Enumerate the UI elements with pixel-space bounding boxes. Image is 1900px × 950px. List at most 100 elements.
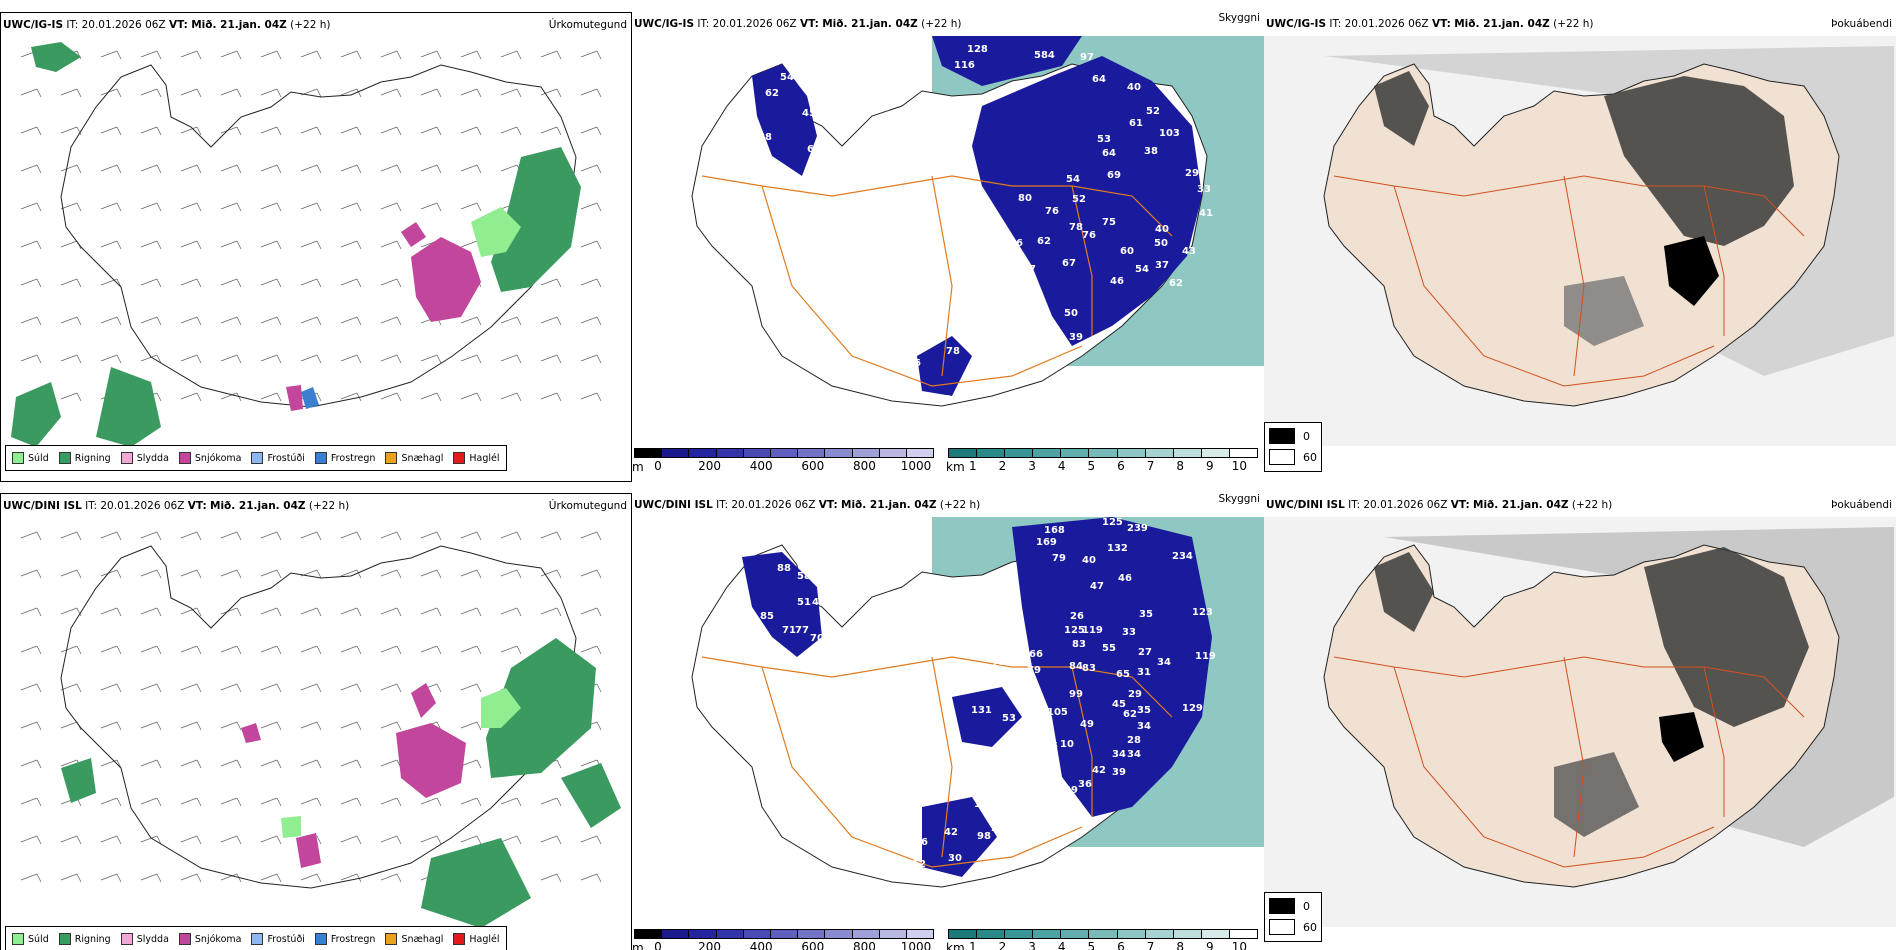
visibility-value-label: 79 [1027, 665, 1041, 676]
wind-barb [20, 316, 38, 324]
wind-barb-flag [516, 645, 522, 655]
wind-barb [260, 607, 278, 615]
wind-barb-flag [356, 721, 362, 731]
precip-legend-swatch [58, 452, 71, 464]
precip-legend-label: Snæhagl [401, 452, 444, 464]
wind-barb-flag [276, 721, 282, 731]
visibility-value-label: 46 [1110, 276, 1124, 287]
wind-barb [460, 531, 478, 539]
wind-barb [20, 873, 38, 881]
low-cloud-east [1012, 517, 1212, 817]
visibility-value-label: 64 [1102, 148, 1116, 159]
precip-legend: Súld Rigning Slydda Snjókoma Frostúði Frostre… [5, 926, 507, 950]
wind-barb-flag [516, 797, 522, 807]
visibility-value-label: 42 [1092, 765, 1106, 776]
precip-legend-item: Snæhagl [385, 452, 443, 464]
visibility-colorbar-tick: 5 [1087, 940, 1096, 950]
wind-barb [100, 240, 118, 248]
visibility-panel-row1: UWC/IG-IS IT: 20.01.2026 06Z VT: Mið. 21… [632, 12, 1264, 482]
wind-barb [500, 835, 518, 843]
wind-barb [340, 240, 358, 248]
panel-header: UWC/IG-IS IT: 20.01.2026 06Z VT: Mið. 21… [632, 12, 1264, 36]
wind-barb-flag [516, 50, 522, 60]
wind-barb [340, 278, 358, 286]
wind-barb [540, 50, 558, 58]
wind-barb-flag [476, 202, 482, 212]
visibility-colorbar-tick: 3 [1028, 459, 1036, 473]
precip-legend-item: Frostregn [314, 452, 375, 464]
wind-barb [100, 354, 118, 362]
wind-barb [340, 721, 358, 729]
visibility-value-label: 76 [1045, 206, 1059, 217]
wind-barb-flag [236, 569, 242, 579]
wind-barb-flag [36, 278, 42, 288]
visibility-value-label: 97 [1080, 52, 1094, 63]
wind-barb [60, 873, 78, 881]
fog-map-svg [1264, 517, 1896, 927]
wind-barb-flag [116, 721, 122, 731]
wind-barb [380, 50, 398, 58]
wind-barb [60, 835, 78, 843]
it-value: 20.01.2026 06Z [712, 18, 797, 30]
iceland-outline [60, 64, 577, 408]
visibility-value-label: 69 [1107, 170, 1121, 181]
wind-barb-flag [596, 88, 602, 98]
wind-barb-flag [476, 607, 482, 617]
wind-barb [180, 607, 198, 615]
wind-barb [180, 316, 198, 324]
it-value: 20.01.2026 06Z [731, 499, 816, 511]
wind-barb-flag [236, 531, 242, 541]
wind-barb-flag [356, 202, 362, 212]
wind-barb [20, 202, 38, 210]
wind-barb [20, 835, 38, 843]
precip-legend-swatch [314, 933, 327, 945]
wind-barb [300, 607, 318, 615]
precip-legend-item: Snjókoma [178, 933, 241, 945]
wind-barb [380, 683, 398, 691]
precip-drizzle-east [481, 688, 521, 728]
wind-barb-flag [596, 835, 602, 845]
visibility-value-label: 112 [974, 799, 995, 810]
wind-barb [460, 164, 478, 172]
wind-barb-flag [196, 164, 202, 174]
wind-barb-flag [316, 683, 322, 693]
wind-barb-flag [436, 645, 442, 655]
wind-barb [420, 569, 438, 577]
height-colorbar-segment [635, 930, 663, 938]
precip-legend-swatch [120, 452, 133, 464]
wind-barb-flag [116, 645, 122, 655]
wind-barb [540, 873, 558, 881]
wind-barb [420, 797, 438, 805]
wind-barb [60, 278, 78, 286]
wind-barb-flag [276, 88, 282, 98]
wind-barb [140, 797, 158, 805]
it-label: IT: [1329, 18, 1342, 30]
fog-legend-row2: 0 60 [1264, 892, 1322, 942]
wind-barb-flag [116, 683, 122, 693]
visibility-value-label: 46 [914, 837, 928, 848]
wind-barb [500, 645, 518, 653]
wind-barb [180, 278, 198, 286]
wind-barb [580, 645, 598, 653]
wind-barb-flag [116, 569, 122, 579]
visibility-colorbar-segment [1201, 930, 1230, 938]
wind-barb-flag [316, 50, 322, 60]
visibility-value-label: 37 [1155, 260, 1169, 271]
lead-time: (+22 h) [290, 19, 331, 31]
wind-barb-flag [356, 164, 362, 174]
wind-barb [100, 797, 118, 805]
visibility-colorbar-tick: 10 [1231, 459, 1248, 473]
panel-header: UWC/DINI ISL IT: 20.01.2026 06Z VT: Mið.… [1264, 493, 1896, 517]
wind-barb [340, 645, 358, 653]
visibility-value-label: 30 [948, 853, 962, 864]
wind-barb [540, 316, 558, 324]
vt-label: VT: [168, 19, 188, 31]
wind-barb-flag [276, 531, 282, 541]
wind-barb-flag [596, 240, 602, 250]
fog-black-center [1664, 236, 1719, 306]
wind-barb [340, 797, 358, 805]
visibility-value-label: 83 [1082, 663, 1096, 674]
visibility-colorbar-tick: 2 [998, 459, 1007, 473]
visibility-value-label: 99 [1069, 689, 1083, 700]
visibility-value-label: 80 [1018, 193, 1032, 204]
